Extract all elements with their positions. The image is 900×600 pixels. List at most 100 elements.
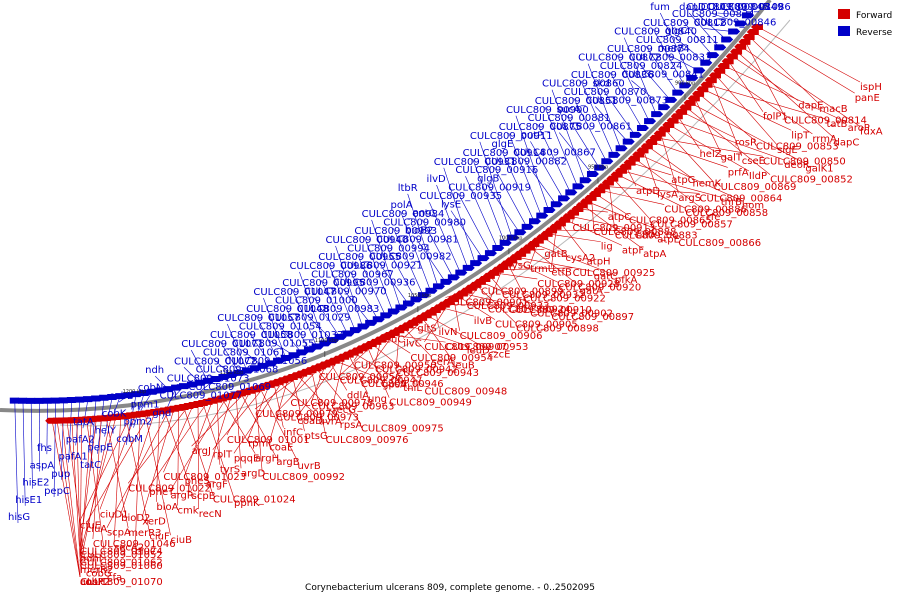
gene-label-tatb: tatB [827,119,848,130]
reverse-gene-arrow [707,52,720,59]
gene-label-culc809-00906: CULC809_00906 [460,331,543,342]
gene-label-lyse: lysE [441,200,461,211]
forward-leader-line [105,417,129,528]
reverse-gene-arrow [714,44,727,51]
reverse-leader-line [674,37,706,64]
forward-leader-line [221,398,256,454]
gene-label-pepe: pepE [87,443,112,454]
genome-inner-ring [59,19,791,427]
gene-label-culc809-00898: CULC809_00898 [516,323,599,334]
forward-leader-line [753,31,855,94]
reverse-gene-arrow [550,201,563,208]
reverse-gene-arrow [629,131,642,138]
reverse-gene-arrow [608,151,621,158]
forward-leader-line [656,137,764,157]
gene-label-atpc: atpC [608,212,631,223]
reverse-leader-line [133,392,145,428]
forward-leader-line [371,343,425,387]
gene-label-culc809-00936: CULC809_00936 [333,278,416,289]
gene-label-glgb: glgB [477,174,499,185]
gene-label-culc809-00955: CULC809_00955 [318,252,401,263]
gene-label-culc809-00857: CULC809_00857 [650,219,733,230]
forward-leader-line [720,70,813,135]
forward-leader-line [395,330,400,368]
gene-label-atpf: atpF [622,245,644,256]
forward-leader-line [458,296,496,320]
forward-leader-line [120,411,155,514]
gene-label-culc809-00992: CULC809_00992 [262,472,345,483]
gene-label-tatc: tatC [80,460,101,471]
gene-label-atpd: atpD [636,186,660,197]
gene-label-csee: cseE [742,156,765,167]
gene-label-culc809-00942: CULC809_00942 [375,364,458,375]
gene-label-culc809-00940: CULC809_00940 [326,235,409,246]
forward-leader-line [360,332,395,380]
forward-leader-line [600,189,665,205]
reverse-leader-line [392,228,424,296]
gene-label-rpmi: rpmI [248,439,271,450]
gene-label-culc809-01072: CULC809_01072 [174,356,257,367]
forward-leader-line [240,393,277,458]
gene-label-culc809-00841: CULC809_00841 [621,69,704,80]
gene-label-galt: galT [721,152,743,163]
forward-leader-line [621,170,721,198]
gene-label-culc809-00914: CULC809_00914 [463,148,546,159]
reverse-leader-line [342,288,371,324]
forward-leader-line [707,84,827,120]
forward-leader-line [268,378,289,443]
gene-label-culc809-00946: CULC809_00946 [361,379,444,390]
reverse-gene-arrow [586,170,599,177]
reverse-leader-line [53,400,56,497]
gene-label-rpsa: rpsA [340,420,363,431]
reverse-gene-arrow [741,12,754,19]
forward-leader-line [183,406,214,495]
gene-label-culc809-00864: CULC809_00864 [700,193,783,204]
reverse-gene-arrow [651,111,664,118]
gene-label-culc809-00986: CULC809_00986 [289,261,372,272]
forward-leader-line [177,407,180,506]
gene-label-scpa: scpA [107,528,131,539]
forward-leader-line [125,415,150,532]
reverse-gene-arrow [579,177,592,184]
gene-label-suca: sucA [556,104,580,115]
reverse-leader-line [544,106,578,187]
reverse-leader-line [277,323,302,353]
gene-label-culc809-00980: CULC809_00980 [383,217,466,228]
gene-label-culc809-00870: CULC809_00870 [564,87,647,98]
reverse-gene-arrow [572,183,585,190]
gene-label-culc809-00978: CULC809_00978 [290,398,373,409]
gene-label-culc809-00981: CULC809_00981 [376,234,459,245]
forward-leader-line [259,387,298,461]
gene-label-gpsa: gpsA [382,379,407,390]
reverse-leader-line [190,349,208,382]
forward-leader-line [613,178,651,220]
gene-label-ciuf: ciuF [149,532,170,543]
gene-label-deor: deoR [784,160,810,171]
gene-label-culc809-01000: CULC809_01000 [275,295,358,306]
forward-leader-line [462,293,531,309]
gene-label-cobh: cobH [80,577,105,588]
reverse-gene-arrow [477,255,490,262]
gene-label-sera: serA [431,357,453,368]
gene-label-culc809-00846: CULC809_00846 [694,17,777,28]
gene-label-culc809-00814: CULC809_00814 [784,115,867,126]
gene-label-culc809-01022: CULC809_01022 [128,483,211,494]
gene-label-culc809-00874: CULC809_00874 [607,44,690,55]
gene-label-argh: argH [255,454,279,465]
gene-label-culc809-00882: CULC809_00882 [484,156,567,167]
forward-leader-line [202,402,235,499]
forward-leader-line [565,219,623,246]
forward-gene-arrow [696,86,709,93]
gene-label-infc: infC [283,428,303,439]
reverse-leader-line [551,89,586,181]
gene-label-phet: pheT [149,487,175,498]
gene-label-rplt: rplT [213,450,233,461]
gene-label-culc809-00954: CULC809_00954 [410,353,493,364]
gene-label-culc809-00881: CULC809_00881 [528,113,611,124]
reverse-gene-arrow [543,206,556,213]
reverse-leader-line [429,202,461,273]
gene-label-culc809-00840: CULC809_00840 [614,27,697,38]
reverse-gene-arrow [644,118,657,125]
reverse-gene-arrow [507,234,520,241]
reverse-gene-arrow [658,104,671,111]
